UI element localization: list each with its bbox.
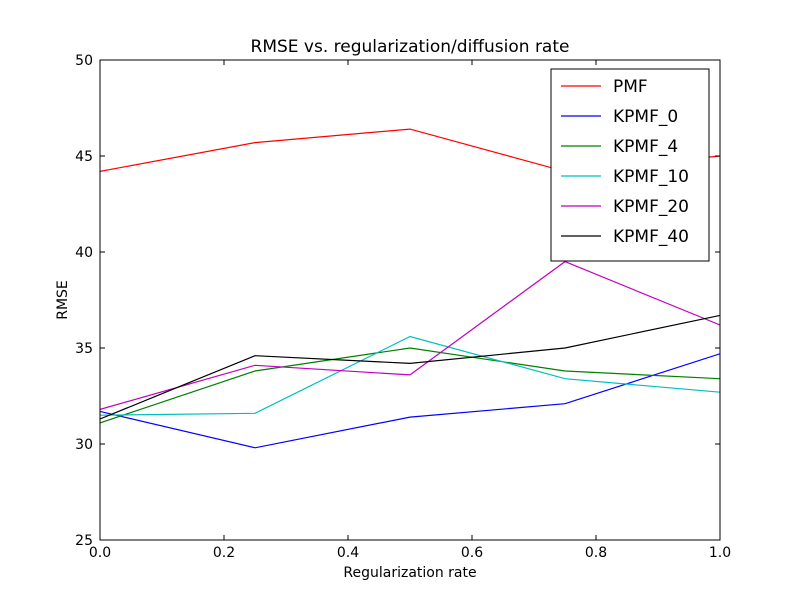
- y-tick-label: 30: [75, 437, 93, 453]
- y-tick-label: 45: [75, 149, 93, 165]
- x-tick-label: 0.4: [337, 545, 359, 561]
- legend-label: PMF: [613, 77, 648, 97]
- legend-label: KPMF_10: [613, 167, 689, 187]
- plot-frame: [99, 59, 721, 541]
- legend-label: KPMF_20: [613, 197, 689, 217]
- x-tick-label: 0.6: [461, 545, 483, 561]
- plot-lines: [100, 128, 720, 449]
- x-axis: 0.0 0.2 0.4 0.6 0.8 1.0: [89, 60, 731, 561]
- y-axis: 25 30 35 40 45 50: [75, 53, 720, 549]
- series-line-kpmf-40: [100, 314, 720, 420]
- y-tick-label: 40: [75, 245, 93, 261]
- y-tick-label: 50: [75, 53, 93, 69]
- legend-label: KPMF_40: [613, 227, 689, 247]
- y-tick-label: 35: [75, 341, 93, 357]
- x-axis-label: Regularization rate: [343, 565, 476, 581]
- y-axis-label: RMSE: [55, 280, 71, 320]
- x-tick-label: 1.0: [709, 545, 731, 561]
- x-tick-label: 0.8: [585, 545, 607, 561]
- legend-box: [550, 68, 710, 262]
- x-tick-label: 0.0: [89, 545, 111, 561]
- chart-title: RMSE vs. regularization/diffusion rate: [251, 37, 570, 57]
- series-line-kpmf-10: [100, 335, 720, 416]
- legend: PMF KPMF_0 KPMF_4 KPMF_10 KPMF_20 KPMF_40: [550, 68, 710, 262]
- series-line-kpmf-4: [100, 347, 720, 424]
- y-tick-label: 25: [75, 533, 93, 549]
- x-tick-label: 0.2: [213, 545, 235, 561]
- legend-label: KPMF_0: [613, 107, 678, 127]
- legend-label: KPMF_4: [613, 137, 678, 157]
- series-line-kpmf-20: [100, 260, 720, 410]
- series-line-kpmf-0: [100, 353, 720, 449]
